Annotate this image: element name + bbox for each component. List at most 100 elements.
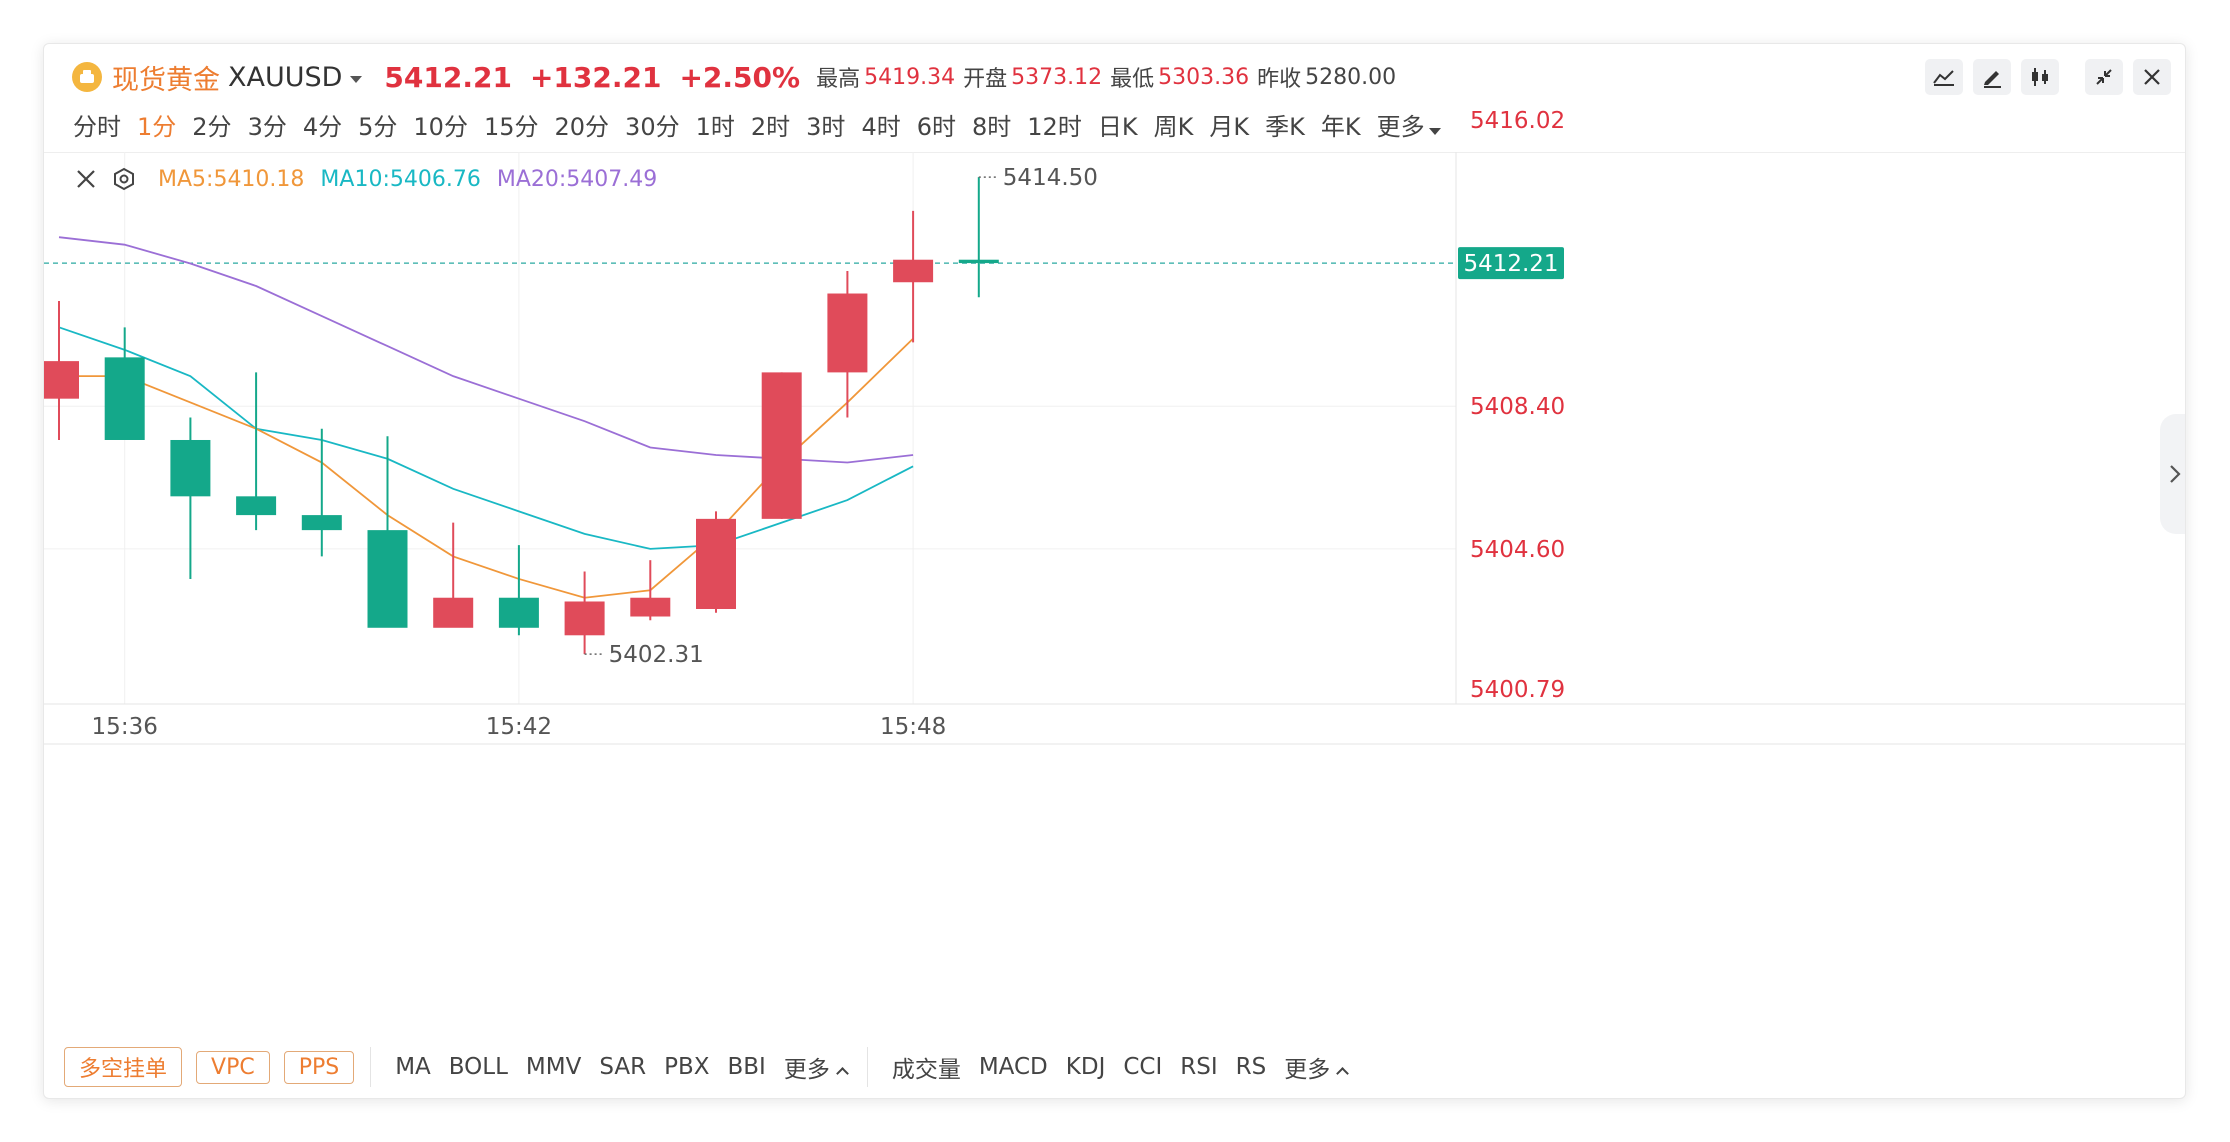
- tab-timeframe[interactable]: 20分: [554, 112, 610, 141]
- settings-icon[interactable]: [112, 167, 136, 191]
- x-axis-label: 15:36: [92, 714, 158, 740]
- draw-pen-icon[interactable]: [1973, 59, 2011, 95]
- stat-low-label: 最低: [1110, 67, 1155, 92]
- y-axis-label: 5412.21: [1463, 251, 1558, 277]
- price-change: +132.21: [529, 60, 662, 94]
- vpc-button[interactable]: VPC: [196, 1050, 270, 1084]
- candle-body: [367, 530, 408, 628]
- tab-timeframe[interactable]: 季K: [1265, 112, 1305, 141]
- ma20-legend: MA20:5407.49: [496, 166, 658, 192]
- sub-indicators: 成交量 MACD KDJ CCI RSI RS: [874, 1050, 1266, 1084]
- tab-timeframe[interactable]: 1时: [695, 112, 735, 141]
- close-icon[interactable]: [74, 167, 98, 191]
- candle-body: [236, 496, 277, 516]
- quote-header: 现货黄金 XAUUSD 5412.21 +132.21 +2.50% 最高 54…: [72, 54, 1396, 100]
- tab-timeframe[interactable]: 2时: [750, 112, 791, 141]
- chevron-up-icon: [835, 1067, 849, 1080]
- collapse-icon[interactable]: [2085, 59, 2123, 95]
- stat-prev-close-value: 5280.00: [1305, 64, 1397, 90]
- sub-indicator-item[interactable]: KDJ: [1065, 1054, 1106, 1080]
- candle-body: [301, 515, 342, 531]
- divider: [866, 1047, 868, 1087]
- stat-prev-close-label: 昨收: [1257, 67, 1302, 92]
- expand-panel-handle[interactable]: [2160, 414, 2185, 534]
- chevron-up-icon: [1336, 1067, 1350, 1080]
- stat-high-value: 5419.34: [864, 64, 956, 90]
- timeframe-tabs: 分时 1分 2分 3分 4分 5分 10分 15分 20分 30分 1时 2时 3时 4时 6时 8时 12时日…: [73, 102, 1457, 146]
- tab-timeframe[interactable]: 2分: [192, 112, 232, 141]
- x-axis-label: 15:48: [880, 714, 946, 740]
- stat-high-label: 最高: [816, 67, 861, 92]
- candle-body: [630, 597, 671, 617]
- instrument-name: 现货黄金: [112, 64, 220, 96]
- divider: [44, 152, 2185, 153]
- candle-body: [170, 439, 211, 497]
- tab-timeframe[interactable]: 8时: [972, 112, 1012, 141]
- tab-timeframe[interactable]: 6时: [916, 112, 956, 141]
- tab-timeframe[interactable]: 4时: [861, 112, 901, 141]
- chevron-down-icon: [1428, 127, 1441, 135]
- x-axis-label: 15:42: [486, 714, 552, 740]
- stat-open-value: 5373.12: [1011, 64, 1103, 90]
- stat-low-value: 5303.36: [1158, 64, 1250, 90]
- tab-more[interactable]: 更多: [1377, 107, 1441, 142]
- candle-body: [761, 372, 802, 519]
- main-indicator-item[interactable]: BOLL: [448, 1054, 508, 1080]
- tab-timeframe[interactable]: 分时: [73, 112, 121, 141]
- indicator-legend: MA5:5410.18 MA10:5406.76 MA20:5407.49: [74, 162, 665, 196]
- chevron-down-icon[interactable]: [350, 75, 363, 83]
- last-price-tag: [1458, 247, 1564, 280]
- sub-indicator-item[interactable]: CCI: [1123, 1054, 1163, 1080]
- main-indicator-item[interactable]: MA: [395, 1054, 431, 1080]
- high-marker-label: 5414.50: [1003, 165, 1098, 191]
- tab-timeframe[interactable]: 5分: [358, 112, 398, 141]
- sub-indicator-item[interactable]: RSI: [1180, 1054, 1218, 1080]
- candlestick-icon[interactable]: [2021, 59, 2059, 95]
- main-indicator-item[interactable]: MMV: [525, 1054, 582, 1080]
- tab-timeframe[interactable]: 15分: [483, 112, 539, 141]
- sub-indicators-more[interactable]: 更多: [1284, 1050, 1350, 1084]
- long-short-orders-button[interactable]: 多空挂单: [64, 1047, 183, 1087]
- y-axis-label: 5400.79: [1470, 677, 1565, 703]
- tab-timeframe[interactable]: 1分: [137, 112, 177, 141]
- candle-body: [104, 357, 145, 440]
- ma5-legend: MA5:5410.18: [158, 166, 305, 192]
- low-marker-label: 5402.31: [609, 642, 704, 668]
- ma10-legend: MA10:5406.76: [320, 166, 481, 192]
- main-indicator-item[interactable]: PBX: [664, 1054, 710, 1080]
- main-indicator-item[interactable]: BBI: [727, 1054, 766, 1080]
- tab-timeframe[interactable]: 12时: [1027, 112, 1082, 141]
- divider: [370, 1047, 372, 1087]
- close-icon[interactable]: [2133, 59, 2171, 95]
- tab-timeframe[interactable]: 30分: [625, 112, 680, 141]
- tab-timeframe[interactable]: 日K: [1097, 112, 1138, 141]
- sub-indicator-item[interactable]: 成交量: [891, 1057, 961, 1083]
- line-chart-icon[interactable]: [1925, 59, 1963, 95]
- ma10-line: [58, 326, 914, 550]
- last-price: 5412.21: [384, 60, 512, 94]
- candle-body: [44, 361, 79, 399]
- y-axis-label: 5404.60: [1470, 537, 1565, 563]
- candle-body: [433, 597, 474, 628]
- sub-indicator-item[interactable]: RS: [1235, 1054, 1267, 1080]
- gold-bar-icon: [72, 62, 102, 92]
- main-indicator-item[interactable]: SAR: [599, 1054, 647, 1080]
- sub-indicator-item[interactable]: MACD: [978, 1054, 1048, 1080]
- tab-timeframe[interactable]: 周K: [1153, 112, 1194, 141]
- symbol-selector[interactable]: XAUUSD: [228, 61, 343, 93]
- y-axis-label: 5416.02: [1470, 108, 1565, 134]
- candlestick-chart[interactable]: 5414.50 5402.31 5416.02 5412.21 5408.40 5404.…: [44, 44, 2186, 1034]
- stat-open-label: 开盘: [963, 67, 1008, 92]
- candle-body: [498, 597, 539, 628]
- pps-button[interactable]: PPS: [283, 1050, 355, 1084]
- candle-body: [958, 259, 999, 264]
- main-indicators: MA BOLL MMV SAR PBX BBI: [377, 1054, 766, 1080]
- tab-timeframe[interactable]: 4分: [302, 112, 343, 141]
- tab-timeframe[interactable]: 10分: [413, 112, 468, 141]
- tab-timeframe[interactable]: 3时: [806, 112, 846, 141]
- tab-timeframe[interactable]: 年K: [1320, 112, 1361, 141]
- tab-timeframe[interactable]: 月K: [1209, 112, 1250, 141]
- main-indicators-more[interactable]: 更多: [784, 1050, 849, 1084]
- candle-body: [827, 293, 868, 373]
- tab-timeframe[interactable]: 3分: [247, 112, 287, 141]
